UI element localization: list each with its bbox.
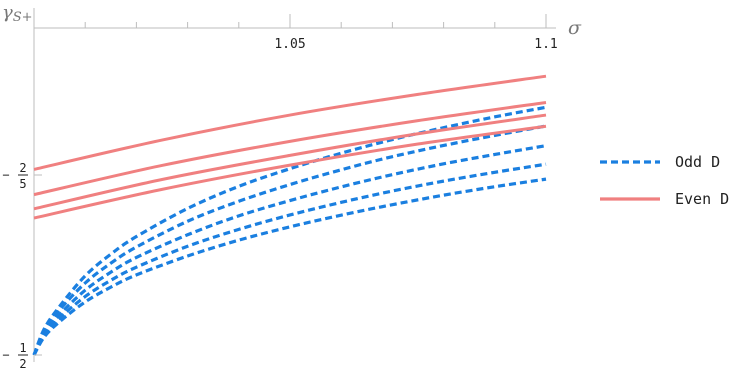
even-d-series-line	[33, 124, 547, 220]
series-layer	[32, 74, 547, 356]
y-tick-numerator: 1	[19, 341, 26, 355]
legend-label: Even D	[675, 190, 729, 208]
x-axis-label: σ	[568, 17, 582, 39]
y-tick-denominator: 5	[19, 177, 26, 191]
y-tick-label: −2 5	[2, 161, 28, 191]
ticks-layer: 1.05 1.1− 25− 12	[2, 14, 558, 371]
x-tick-label: 1.05	[274, 37, 305, 52]
y-axis-label-main: γ	[2, 2, 13, 23]
odd-d-series-line	[32, 124, 547, 356]
x-tick-label: 1.1	[534, 37, 557, 52]
legend-item-even: Even D	[600, 190, 729, 208]
odd-d-series-line	[32, 105, 547, 356]
legend-item-odd: Odd D	[600, 153, 720, 171]
odd-d-series-line	[32, 177, 547, 356]
y-tick-numerator: 2	[19, 161, 26, 175]
y-tick-sign: −	[2, 348, 9, 362]
y-axis-label: γS+	[2, 2, 33, 25]
legend: Odd D Even D	[600, 153, 729, 208]
odd-d-series-line	[32, 162, 547, 356]
even-d-series-line	[33, 100, 547, 197]
even-d-series-line	[33, 113, 547, 211]
y-tick-label: −1 2	[2, 341, 28, 371]
odd-d-series-line	[32, 144, 547, 356]
even-d-series-line	[33, 74, 547, 171]
y-axis-label-sub: S+	[13, 10, 33, 25]
y-tick-sign: −	[2, 168, 9, 182]
axes-layer	[33, 8, 556, 362]
y-tick-denominator: 2	[19, 357, 26, 371]
legend-label: Odd D	[675, 153, 720, 171]
